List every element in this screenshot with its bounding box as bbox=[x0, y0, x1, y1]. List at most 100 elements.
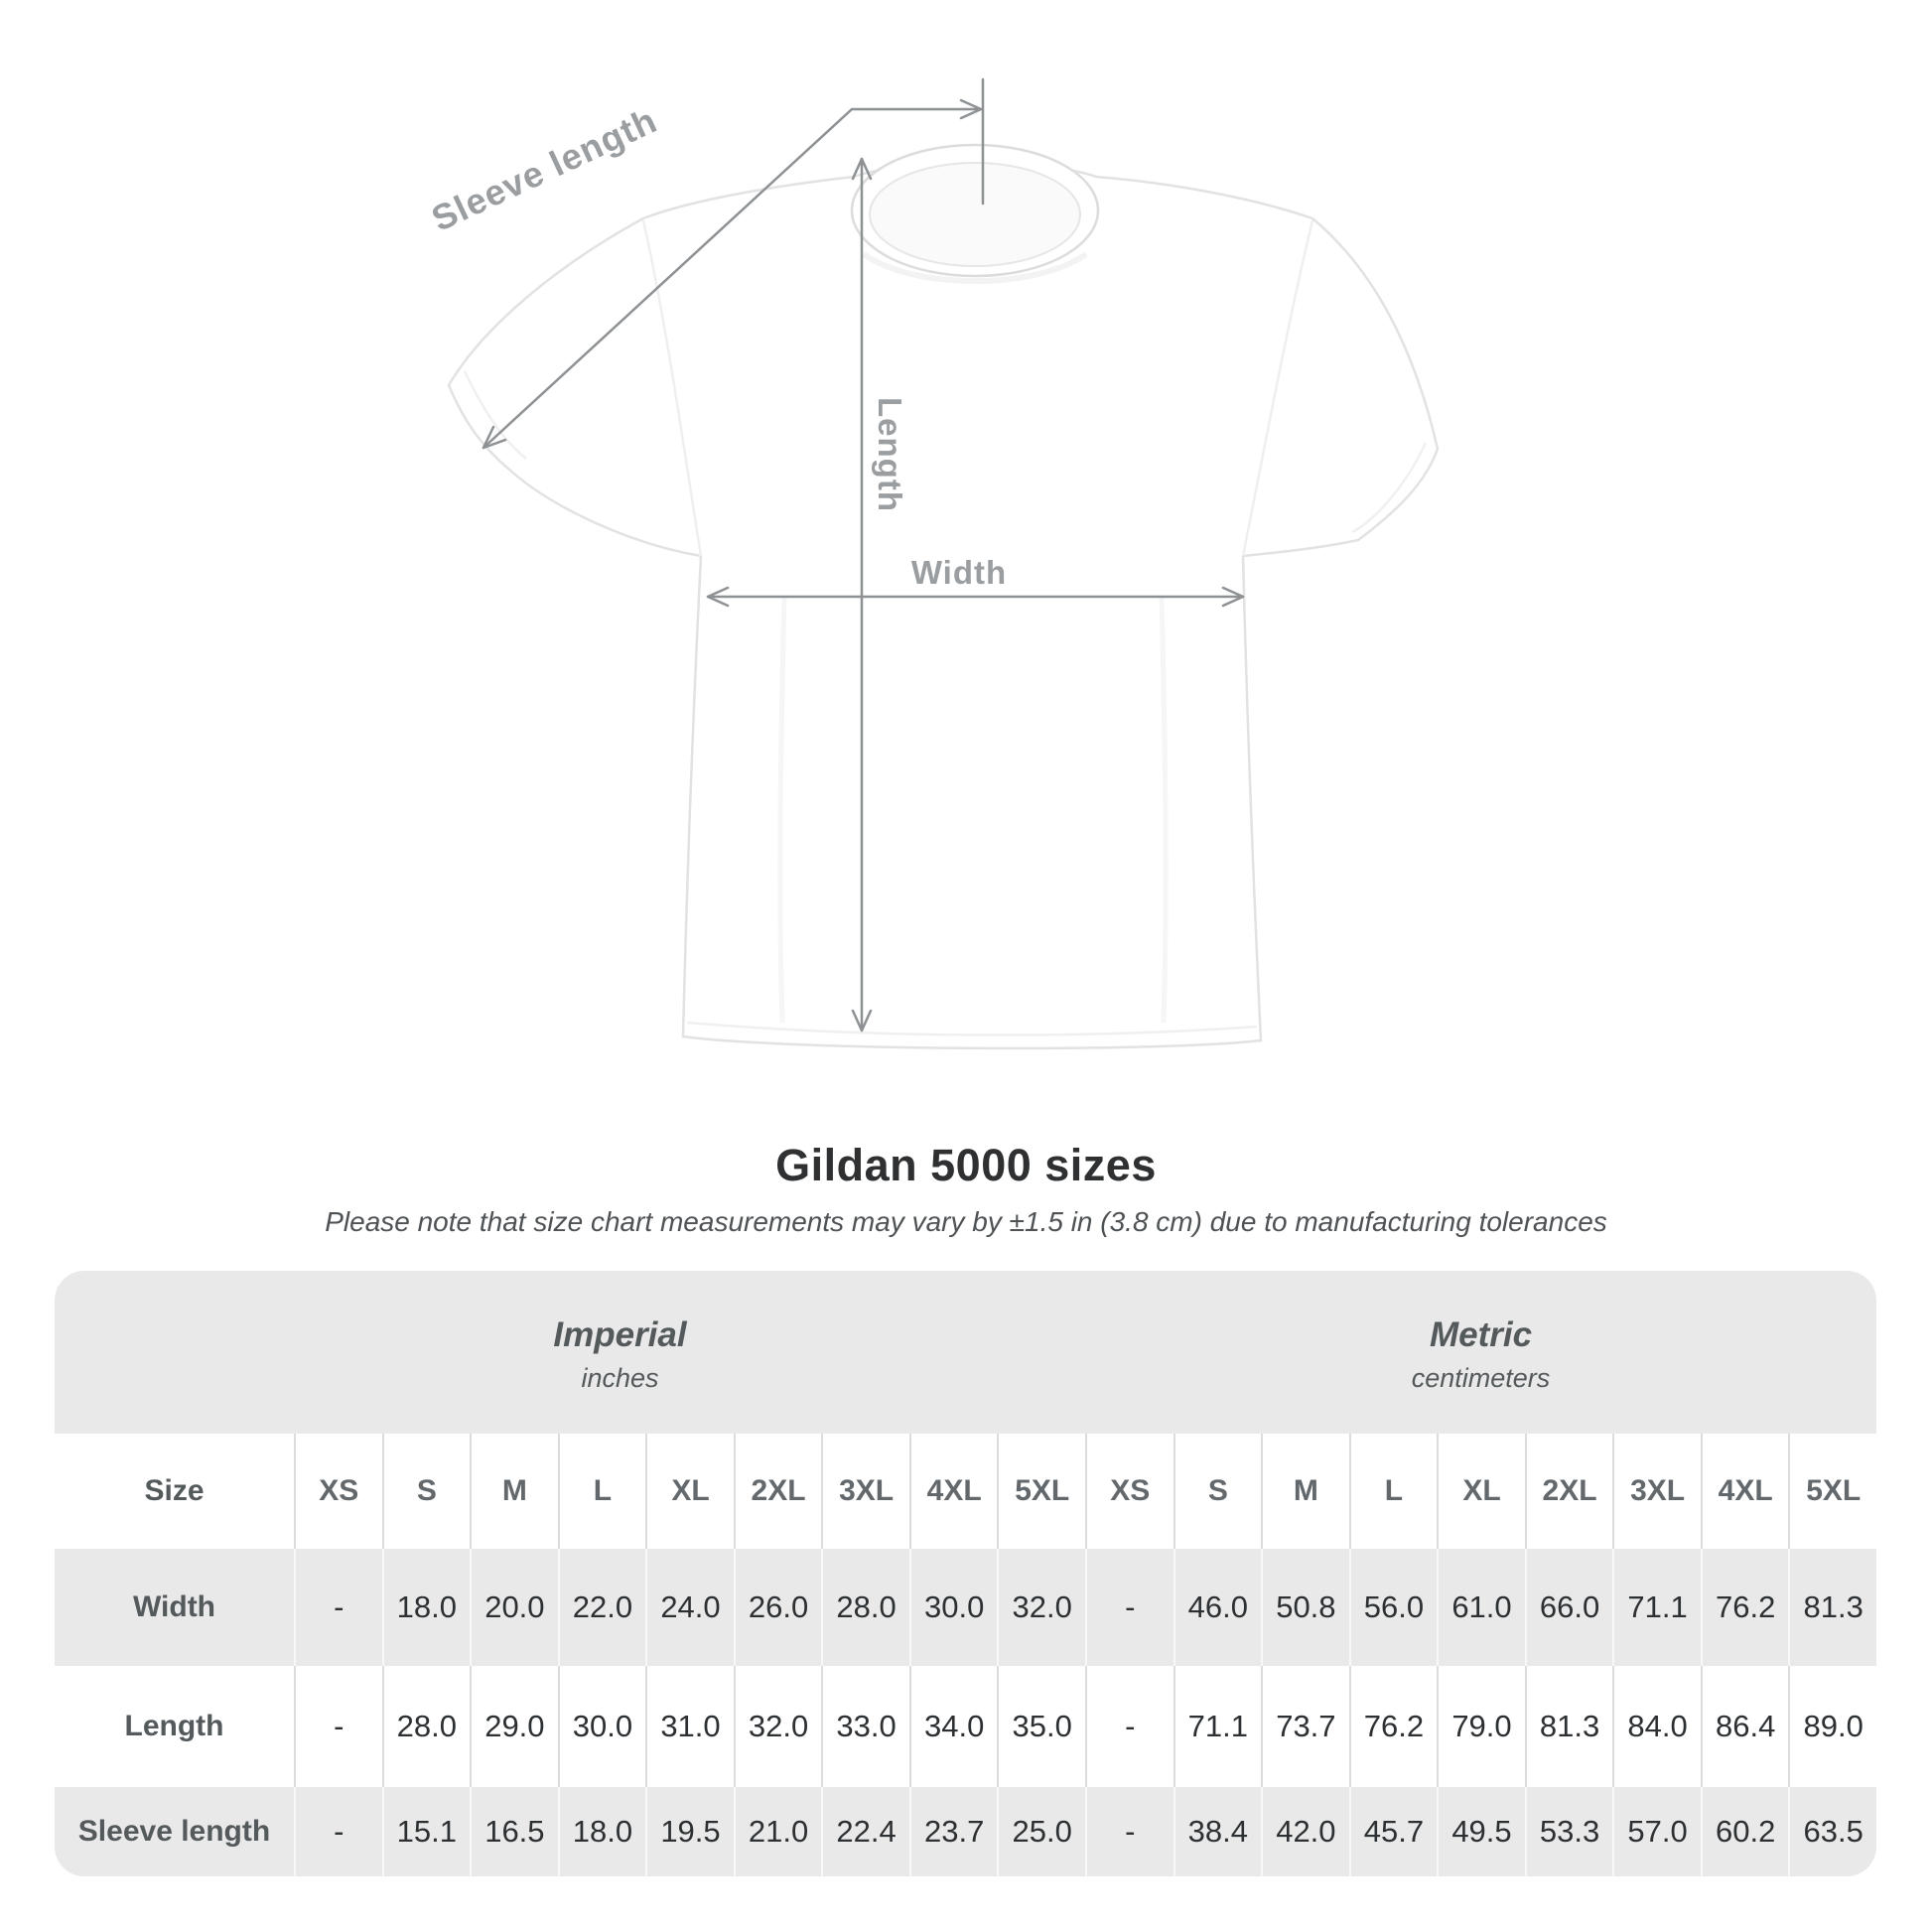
tshirt-collar bbox=[850, 143, 1100, 278]
table-cell: 22.4 bbox=[821, 1787, 909, 1876]
table-cell: 86.4 bbox=[1700, 1666, 1789, 1787]
width-row-label: Width bbox=[132, 1590, 216, 1623]
dimension-lines bbox=[482, 77, 1245, 1033]
table-cell: 30.0 bbox=[908, 1549, 998, 1666]
table-cell: 21.0 bbox=[733, 1787, 822, 1876]
imperial-title: Imperial bbox=[553, 1314, 687, 1354]
imperial-unit: inches bbox=[581, 1362, 659, 1393]
table-cell: S bbox=[381, 1434, 471, 1549]
table-cell: - bbox=[294, 1549, 382, 1666]
table-cell: 28.0 bbox=[821, 1549, 909, 1666]
table-cell: 79.0 bbox=[1437, 1666, 1525, 1787]
table-cell: 29.0 bbox=[470, 1666, 558, 1787]
table-cell: 71.1 bbox=[1612, 1549, 1701, 1666]
table-cell: - bbox=[1085, 1666, 1173, 1787]
table-cell: XS bbox=[294, 1434, 382, 1549]
tshirt-measurement-diagram: Sleeve length Length Width bbox=[425, 77, 1440, 1050]
table-cell: XS bbox=[1085, 1434, 1173, 1549]
table-cell: 16.5 bbox=[470, 1787, 558, 1876]
page-subtitle: Please note that size chart measurements… bbox=[325, 1206, 1607, 1237]
table-cell: 71.1 bbox=[1173, 1666, 1262, 1787]
table-cell: 50.8 bbox=[1261, 1549, 1349, 1666]
table-cell: M bbox=[470, 1434, 558, 1549]
width-arrowhead-left bbox=[706, 586, 730, 608]
table-cell: 89.0 bbox=[1788, 1666, 1876, 1787]
table-cell: 22.0 bbox=[557, 1549, 646, 1666]
table-cell: 4XL bbox=[1700, 1434, 1789, 1549]
table-cell: 63.5 bbox=[1788, 1787, 1876, 1876]
table-cell: 38.4 bbox=[1173, 1787, 1262, 1876]
table-cell: 33.0 bbox=[821, 1666, 909, 1787]
table-cell: 32.0 bbox=[997, 1549, 1085, 1666]
table-cell: 35.0 bbox=[997, 1666, 1085, 1787]
table-cell: 34.0 bbox=[908, 1666, 998, 1787]
table-cell: 73.7 bbox=[1261, 1666, 1349, 1787]
table-cell: 76.2 bbox=[1700, 1549, 1789, 1666]
width-label: Width bbox=[911, 554, 1007, 591]
metric-unit: centimeters bbox=[1411, 1362, 1551, 1393]
length-arrowhead-down bbox=[851, 1009, 873, 1033]
table-cell: 42.0 bbox=[1261, 1787, 1349, 1876]
width-arrowhead-right bbox=[1221, 586, 1245, 608]
table-cell: 5XL bbox=[997, 1434, 1085, 1549]
sleeve-length-row: Sleeve length -15.1 16.5 18.0 19.5 21.0 22.4 2… bbox=[55, 1787, 1876, 1876]
sleeve-length-line bbox=[482, 107, 983, 450]
length-row: Length -28.0 29.0 30.0 31.0 32.0 33.0 34.0 35.0… bbox=[55, 1666, 1876, 1787]
table-cell: 32.0 bbox=[733, 1666, 822, 1787]
table-cell: 56.0 bbox=[1348, 1549, 1438, 1666]
table-cell: 15.1 bbox=[381, 1787, 471, 1876]
table-cell: 28.0 bbox=[381, 1666, 471, 1787]
table-cell: - bbox=[294, 1787, 382, 1876]
sleeve-length-row-label: Sleeve length bbox=[77, 1815, 271, 1848]
table-cell: 84.0 bbox=[1612, 1666, 1701, 1787]
table-cell: 66.0 bbox=[1524, 1549, 1613, 1666]
table-cell: 81.3 bbox=[1788, 1549, 1876, 1666]
table-cell: 61.0 bbox=[1437, 1549, 1525, 1666]
length-row-label: Length bbox=[124, 1710, 224, 1742]
table-cell: 18.0 bbox=[381, 1549, 471, 1666]
table-cell: 25.0 bbox=[997, 1787, 1085, 1876]
table-cell: 60.2 bbox=[1700, 1787, 1789, 1876]
sleeve-length-arrowhead bbox=[482, 425, 507, 450]
imperial-header: Imperial inches bbox=[224, 1271, 1016, 1434]
sleeve-length-label: Sleeve length bbox=[425, 99, 662, 239]
table-cell: 81.3 bbox=[1524, 1666, 1613, 1787]
size-column-label: Size bbox=[144, 1474, 205, 1507]
table-cell: 46.0 bbox=[1173, 1549, 1262, 1666]
table-cell: 20.0 bbox=[470, 1549, 558, 1666]
table-cell: 24.0 bbox=[645, 1549, 734, 1666]
metric-title: Metric bbox=[1429, 1314, 1533, 1354]
table-cell: 45.7 bbox=[1348, 1787, 1438, 1876]
table-cell: 23.7 bbox=[908, 1787, 998, 1876]
tshirt-body bbox=[447, 162, 1440, 1050]
page-title: Gildan 5000 sizes bbox=[775, 1140, 1157, 1190]
unit-header-row: Imperial inches Metric centimeters bbox=[55, 1271, 1876, 1434]
table-cell: 26.0 bbox=[733, 1549, 822, 1666]
tshirt-seams bbox=[463, 219, 1428, 1036]
table-cell: 2XL bbox=[1524, 1434, 1613, 1549]
table-cell: 2XL bbox=[733, 1434, 822, 1549]
length-arrowhead-up bbox=[851, 157, 873, 181]
table-cell: 49.5 bbox=[1437, 1787, 1525, 1876]
table-cell: 53.3 bbox=[1524, 1787, 1613, 1876]
size-chart-table: Imperial inches Metric centimeters Size … bbox=[55, 1271, 1876, 1876]
table-cell: XL bbox=[645, 1434, 734, 1549]
table-cell: 3XL bbox=[821, 1434, 909, 1549]
table-cell: - bbox=[294, 1666, 382, 1787]
table-cell: - bbox=[1085, 1549, 1173, 1666]
table-cell: 4XL bbox=[908, 1434, 998, 1549]
table-cell: 31.0 bbox=[645, 1666, 734, 1787]
table-cell: - bbox=[1085, 1787, 1173, 1876]
table-cell: 57.0 bbox=[1612, 1787, 1701, 1876]
table-cell: M bbox=[1261, 1434, 1349, 1549]
width-row: Width -18.0 20.0 22.0 24.0 26.0 28.0 30.0 32.0 … bbox=[55, 1549, 1876, 1666]
table-cell: 3XL bbox=[1612, 1434, 1701, 1549]
table-cell: L bbox=[1348, 1434, 1438, 1549]
table-cell: XL bbox=[1437, 1434, 1525, 1549]
table-cell: S bbox=[1173, 1434, 1262, 1549]
metric-header: Metric centimeters bbox=[1085, 1271, 1876, 1434]
sleeve-length-arrowhead-right bbox=[959, 98, 983, 120]
table-cell: 18.0 bbox=[557, 1787, 646, 1876]
table-cell: 19.5 bbox=[645, 1787, 734, 1876]
